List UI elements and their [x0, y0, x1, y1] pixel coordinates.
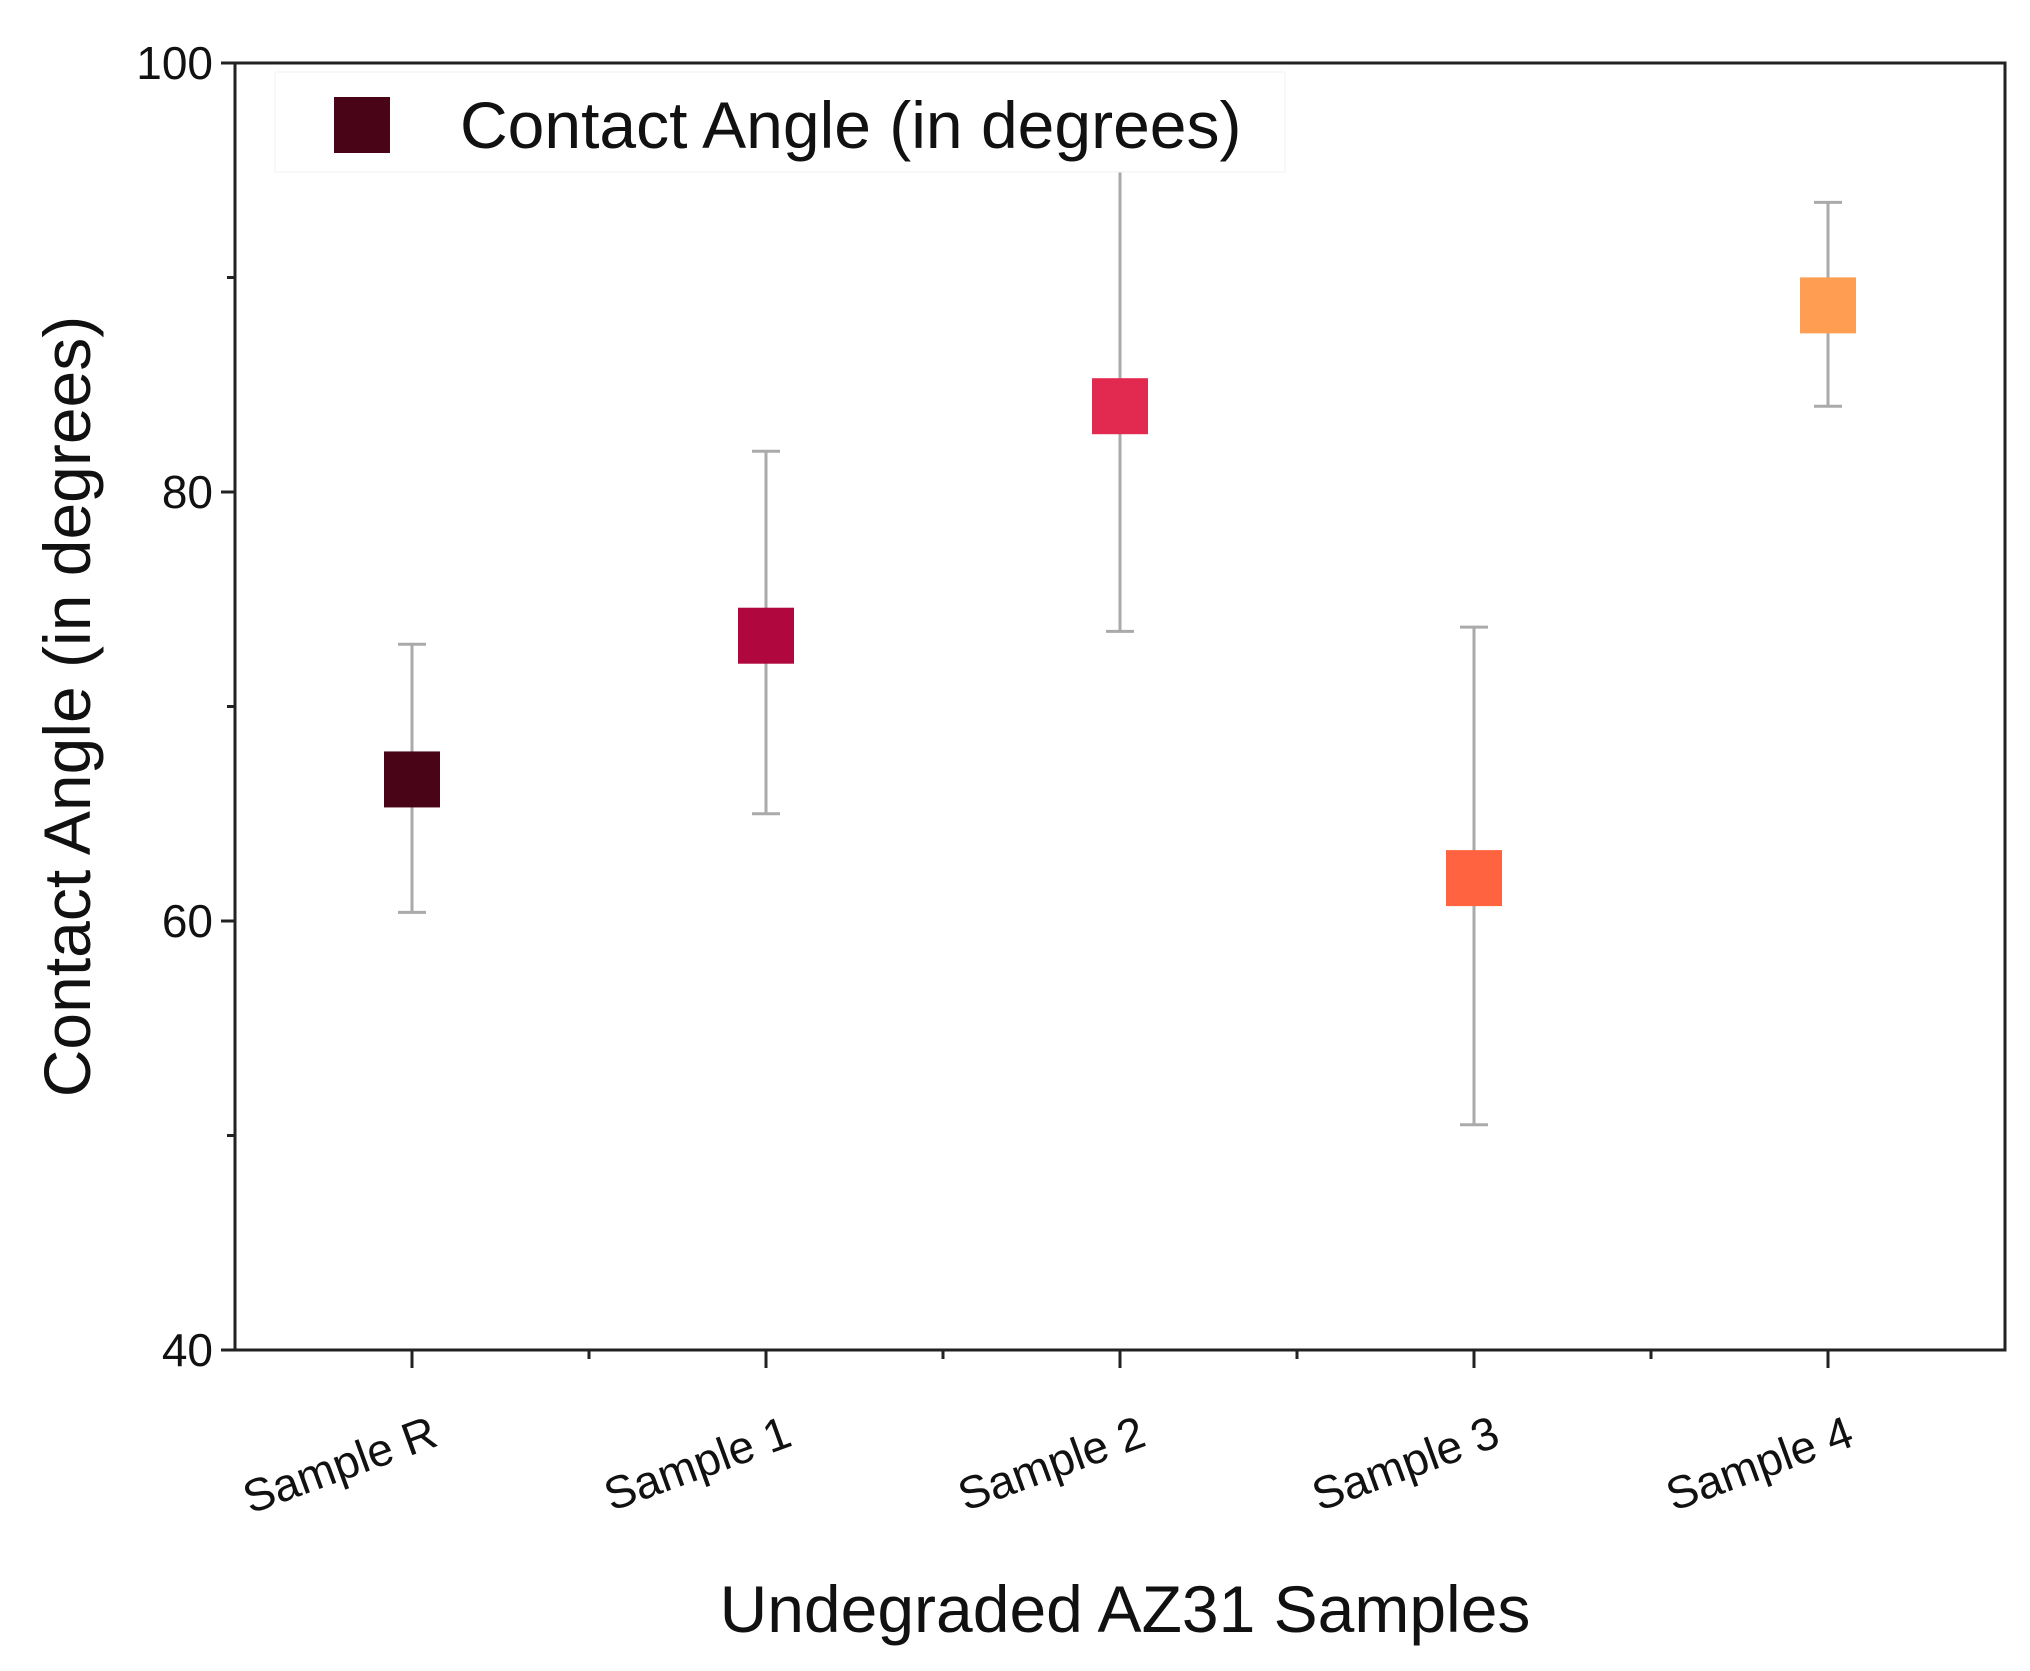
y-tick-label: 40 — [162, 1324, 213, 1376]
error-bars — [398, 168, 1842, 1127]
x-axis-ticks: Sample R Sample 1 Sample 2 Sample 3 Sample 4 — [236, 1350, 1859, 1524]
y-axis-title: Contact Angle (in degrees) — [30, 316, 104, 1097]
y-tick-label: 80 — [162, 466, 213, 518]
legend-swatch — [334, 97, 390, 153]
x-tick-label: Sample 3 — [1305, 1406, 1505, 1521]
data-point-marker — [1800, 277, 1856, 334]
x-tick-label: Sample 4 — [1659, 1406, 1859, 1521]
data-point-marker — [384, 751, 440, 808]
data-point-marker — [1092, 378, 1148, 435]
y-tick-label: 100 — [136, 37, 213, 89]
y-axis-ticks: 40 60 80 100 — [136, 37, 235, 1376]
x-tick-label: Sample R — [236, 1406, 444, 1524]
x-tick-label: Sample 2 — [951, 1406, 1151, 1521]
legend-background — [274, 71, 1286, 173]
y-tick-label: 60 — [162, 895, 213, 947]
x-tick-label: Sample 1 — [597, 1406, 797, 1521]
x-axis-title: Undegraded AZ31 Samples — [720, 1572, 1531, 1646]
data-point-marker — [1446, 850, 1502, 907]
legend-label: Contact Angle (in degrees) — [460, 88, 1241, 162]
data-point-marker — [738, 607, 794, 664]
data-markers — [384, 277, 1856, 907]
legend: Contact Angle (in degrees) — [274, 71, 1286, 173]
